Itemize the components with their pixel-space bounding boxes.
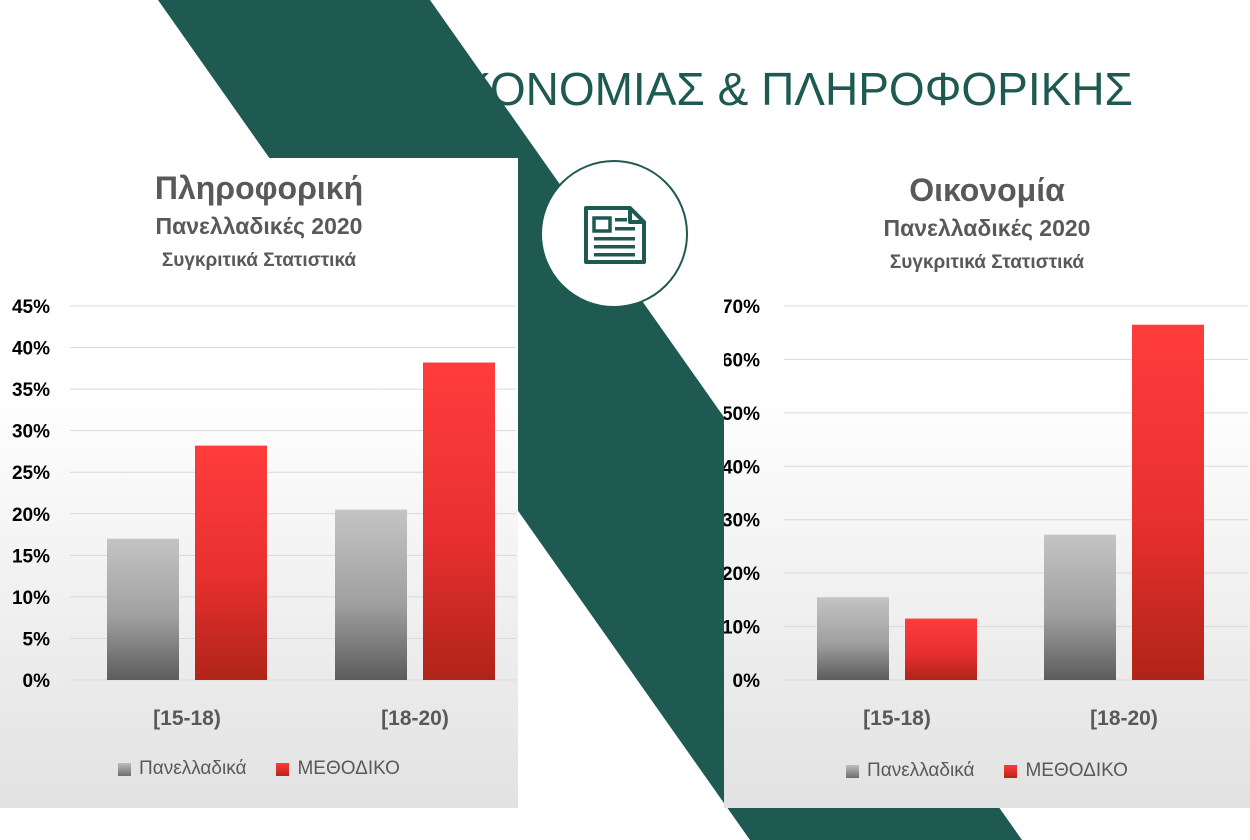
newspaper-icon (584, 206, 646, 264)
legend: Πανελλαδικά ΜΕΘΟΔΙΚΟ (0, 758, 518, 780)
y-tick-label: 25% (12, 463, 50, 484)
y-tick-label: 40% (724, 457, 760, 478)
chart-panel-informatics: Πληροφορική Πανελλαδικές 2020 Συγκριτικά… (0, 158, 518, 808)
legend-swatch-gray (846, 764, 860, 778)
x-tick-label: [18-20) (381, 707, 449, 730)
bar-methodiko (1132, 324, 1204, 680)
legend-item-methodiko: ΜΕΘΟΔΙΚΟ (276, 758, 400, 780)
x-tick-label: [15-18) (863, 707, 931, 730)
y-tick-label: 40% (12, 339, 50, 360)
chart-panel-economics: Οικονομία Πανελλαδικές 2020 Συγκριτικά Σ… (724, 160, 1250, 808)
y-tick-label: 70% (724, 297, 760, 318)
chart-informatics: 0% 5% 10% 15% 20% 25% 30% 35% 40% 45% [15-18) [18-2… (12, 297, 516, 730)
legend-swatch-red (1004, 764, 1018, 778)
legend-label: ΜΕΘΟΔΙΚΟ (1025, 760, 1128, 781)
chart-subtitle-2: Συγκριτικά Στατιστικά (161, 250, 357, 271)
legend-swatch-gray (118, 762, 132, 776)
x-tick-label: [15-18) (153, 707, 221, 730)
y-tick-label: 0% (733, 671, 761, 692)
bar-panellinios (107, 538, 179, 680)
y-tick-label: 30% (724, 511, 760, 532)
chart-subtitle-2: Συγκριτικά Στατιστικά (889, 252, 1085, 273)
y-tick-label: 50% (724, 404, 760, 425)
legend-swatch-red (276, 762, 290, 776)
y-tick-label: 60% (724, 350, 760, 371)
bar-methodiko (905, 618, 977, 680)
bar-panellinios (335, 509, 407, 680)
legend-label: Πανελλαδικά (867, 760, 975, 781)
page-title: ΟΙΚΟΝΟΜΙΑΣ & ΠΛΗΡΟΦΟΡΙΚΗΣ (412, 63, 1133, 115)
legend-item-panellinios: Πανελλαδικά (118, 758, 246, 780)
y-tick-label: 10% (12, 588, 50, 609)
legend: Πανελλαδικά ΜΕΘΟΔΙΚΟ (724, 760, 1250, 782)
chart-economics: 0% 10% 20% 30% 40% 50% 60% 70% [15-18) [18-20) (724, 297, 1248, 730)
y-tick-label: 30% (12, 422, 50, 443)
y-tick-label: 10% (724, 618, 760, 639)
y-tick-label: 0% (23, 671, 51, 692)
chart-subtitle: Πανελλαδικές 2020 (155, 213, 363, 239)
chart-title: Πληροφορική (154, 170, 364, 206)
legend-label: ΜΕΘΟΔΙΚΟ (297, 758, 400, 779)
y-tick-label: 20% (724, 564, 760, 585)
y-tick-label: 15% (12, 546, 50, 567)
legend-item-panellinios: Πανελλαδικά (846, 760, 974, 782)
y-tick-label: 20% (12, 505, 50, 526)
bar-panellinios (817, 597, 889, 680)
legend-item-methodiko: ΜΕΘΟΔΙΚΟ (1004, 760, 1128, 782)
bar-methodiko (423, 362, 495, 680)
chart-title: Οικονομία (909, 172, 1065, 208)
icon-circle (540, 160, 688, 308)
x-tick-label: [18-20) (1090, 707, 1158, 730)
chart-subtitle: Πανελλαδικές 2020 (883, 215, 1091, 241)
bar-methodiko (195, 445, 267, 680)
y-tick-label: 45% (12, 297, 50, 318)
legend-label: Πανελλαδικά (139, 758, 247, 779)
y-tick-label: 35% (12, 380, 50, 401)
y-tick-label: 5% (23, 629, 51, 650)
bar-panellinios (1044, 534, 1116, 680)
